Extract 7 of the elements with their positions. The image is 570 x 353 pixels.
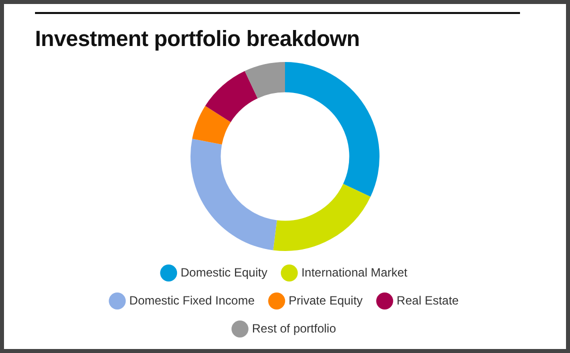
legend-label: International Market (301, 265, 408, 280)
legend-label: Domestic Fixed Income (129, 293, 255, 308)
legend-label: Private Equity (288, 293, 363, 308)
legend-label: Domestic Equity (180, 265, 268, 280)
chart-title: Investment portfolio breakdown (35, 26, 360, 52)
legend-label: Real Estate (396, 293, 460, 308)
legend-label: Rest of portfolio (252, 321, 336, 336)
